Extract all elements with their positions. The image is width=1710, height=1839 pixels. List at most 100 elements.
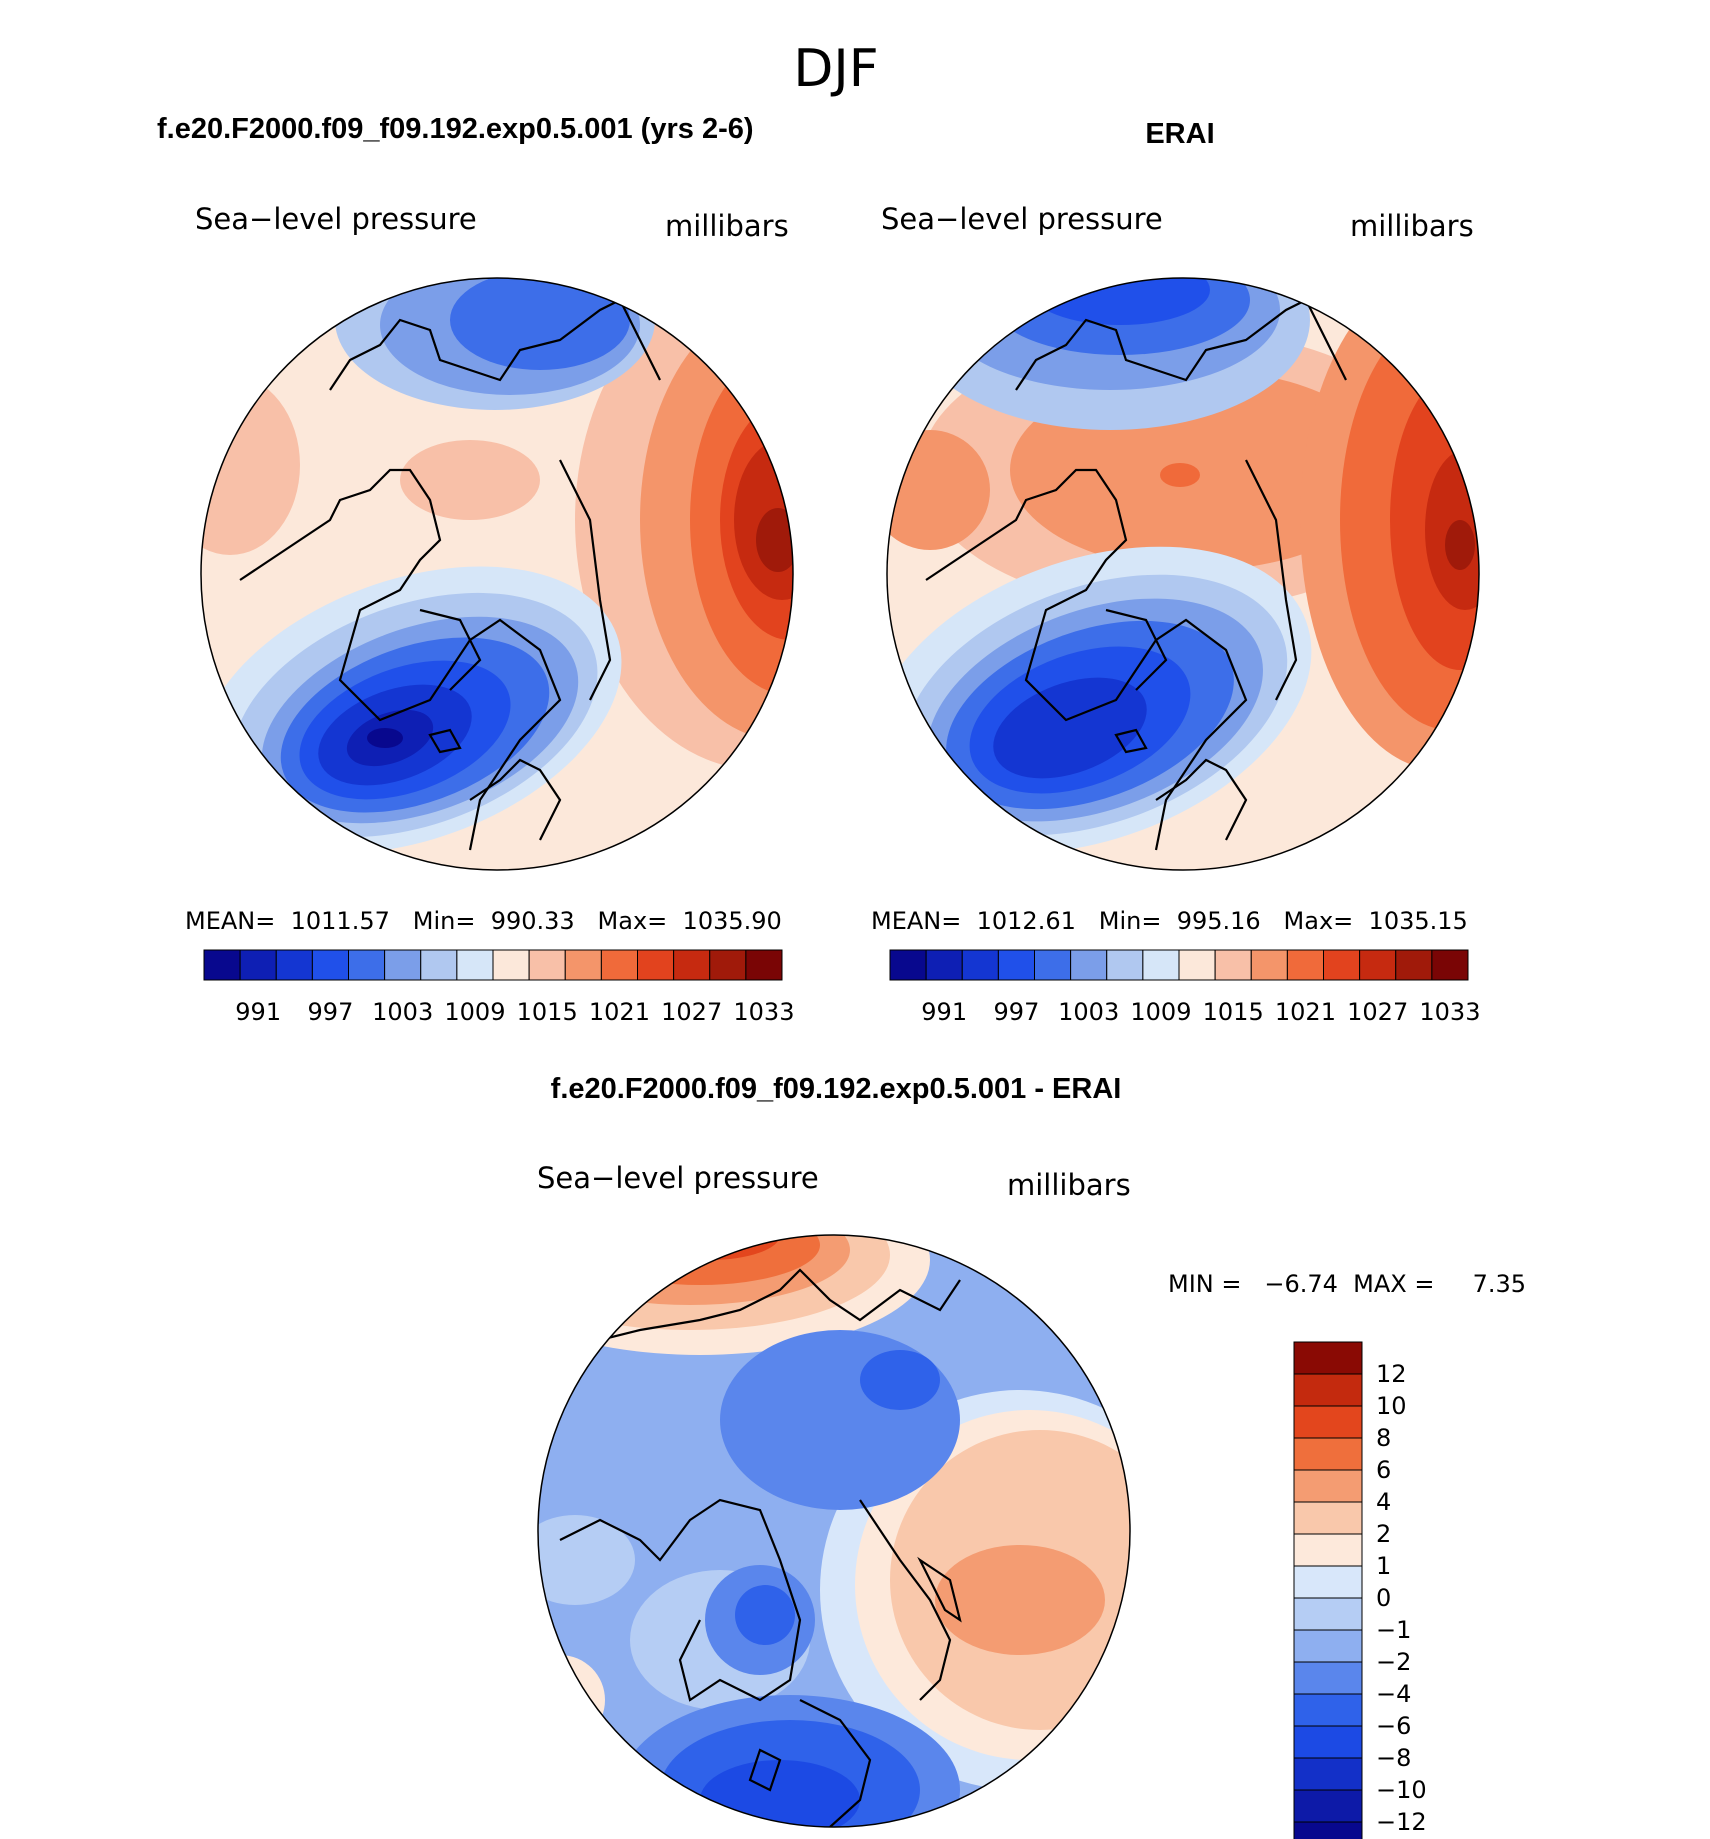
- panel-diff-heading: f.e20.F2000.f09_f09.192.exp0.5.001 - ERA…: [551, 1073, 1122, 1105]
- colorbar-tick-label: 1027: [661, 998, 722, 1026]
- colorbar-swatch: [456, 949, 494, 981]
- colorbar-tick-label: 991: [921, 998, 967, 1026]
- colorbar-tick-label: 10: [1376, 1392, 1407, 1420]
- colorbar-swatch: [925, 949, 963, 981]
- colorbar-swatch: [1323, 949, 1361, 981]
- colorbar-swatch: [1178, 949, 1216, 981]
- panel-model-units: millibars: [665, 209, 789, 243]
- colorbar-swatch: [348, 949, 386, 981]
- colorbar-swatch: [1293, 1661, 1363, 1695]
- colorbar-swatch: [889, 949, 927, 981]
- panel-obs-colorbar: 991 997 1003 1009 1015 1021 1027 1033: [889, 949, 1480, 1026]
- panel-diff: f.e20.F2000.f09_f09.192.exp0.5.001 - ERA…: [537, 1073, 1526, 1839]
- colorbar-swatch: [275, 949, 313, 981]
- colorbar-swatch: [1293, 1533, 1363, 1567]
- colorbar-swatch: [492, 949, 530, 981]
- colorbar-swatch: [1293, 1501, 1363, 1535]
- colorbar-swatch: [384, 949, 422, 981]
- colorbar-swatch: [1214, 949, 1252, 981]
- colorbar-tick-label: 4: [1376, 1488, 1391, 1516]
- colorbar-swatch: [637, 949, 675, 981]
- colorbar-swatch: [1293, 1565, 1363, 1599]
- colorbar-tick-label: 1021: [1275, 998, 1336, 1026]
- panel-obs-map: [887, 278, 1479, 870]
- colorbar-swatch: [528, 949, 566, 981]
- panel-diff-map: [538, 1235, 1130, 1827]
- panel-model-stats: MEAN= 1011.57 Min= 990.33 Max= 1035.90: [185, 907, 782, 935]
- colorbar-swatch: [1293, 1469, 1363, 1503]
- panel-model-colorbar: 991 997 1003 1009 1015 1021 1027 1033: [203, 949, 794, 1026]
- colorbar-swatch: [311, 949, 349, 981]
- colorbar-swatch: [1395, 949, 1433, 981]
- colorbar-swatch: [1359, 949, 1397, 981]
- colorbar-swatch: [961, 949, 999, 981]
- colorbar-swatch: [203, 949, 241, 981]
- colorbar-swatch: [1293, 1597, 1363, 1631]
- panel-obs-field-label: Sea−level pressure: [881, 202, 1163, 236]
- panel-model-field-label: Sea−level pressure: [195, 202, 477, 236]
- colorbar-swatch: [1070, 949, 1108, 981]
- colorbar-swatch: [1293, 1405, 1363, 1439]
- colorbar-tick-label: 0: [1376, 1584, 1391, 1612]
- colorbar-swatch: [1142, 949, 1180, 981]
- colorbar-tick-label: 1: [1376, 1552, 1391, 1580]
- colorbar-swatch: [997, 949, 1035, 981]
- colorbar-swatch: [673, 949, 711, 981]
- colorbar-tick-label: 6: [1376, 1456, 1391, 1484]
- colorbar-swatch: [420, 949, 458, 981]
- colorbar-swatch: [1293, 1821, 1363, 1839]
- colorbar-tick-label: 8: [1376, 1424, 1391, 1452]
- colorbar-swatch: [1293, 1789, 1363, 1823]
- colorbar-tick-label: 997: [308, 998, 354, 1026]
- colorbar-swatch: [1293, 1373, 1363, 1407]
- colorbar-tick-label: 997: [994, 998, 1040, 1026]
- colorbar-swatch: [1293, 1437, 1363, 1471]
- colorbar-tick-label: −4: [1376, 1680, 1411, 1708]
- panel-obs: ERAI Sea−level pressure millibars: [871, 118, 1480, 1026]
- colorbar-tick-label: 1033: [1419, 998, 1480, 1026]
- colorbar-swatch: [709, 949, 747, 981]
- colorbar-swatch: [1034, 949, 1072, 981]
- panel-diff-minmax: MIN = −6.74 MAX = 7.35: [1168, 1270, 1526, 1298]
- colorbar-swatch: [1293, 1725, 1363, 1759]
- colorbar-tick-label: 1015: [1203, 998, 1264, 1026]
- panel-model-heading: f.e20.F2000.f09_f09.192.exp0.5.001 (yrs …: [157, 113, 754, 145]
- colorbar-swatch: [745, 949, 783, 981]
- colorbar-swatch: [1286, 949, 1324, 981]
- panel-obs-heading: ERAI: [1145, 118, 1214, 150]
- colorbar-tick-label: −6: [1376, 1712, 1411, 1740]
- panel-model: f.e20.F2000.f09_f09.192.exp0.5.001 (yrs …: [157, 113, 794, 1026]
- colorbar-tick-label: −8: [1376, 1744, 1411, 1772]
- colorbar-tick-label: 2: [1376, 1520, 1391, 1548]
- colorbar-tick-label: 1003: [1058, 998, 1119, 1026]
- colorbar-swatch: [1293, 1757, 1363, 1791]
- colorbar-tick-label: 1033: [733, 998, 794, 1026]
- colorbar-tick-label: 1003: [372, 998, 433, 1026]
- panel-diff-field-label: Sea−level pressure: [537, 1161, 819, 1195]
- colorbar-tick-label: 1027: [1347, 998, 1408, 1026]
- colorbar-tick-label: −12: [1376, 1808, 1427, 1836]
- colorbar-tick-label: 1009: [1130, 998, 1191, 1026]
- colorbar-swatch: [1250, 949, 1288, 981]
- colorbar-swatch: [564, 949, 602, 981]
- colorbar-swatch: [239, 949, 277, 981]
- colorbar-swatch: [600, 949, 638, 981]
- panel-diff-units: millibars: [1007, 1168, 1131, 1202]
- colorbar-swatch: [1431, 949, 1469, 981]
- colorbar-swatch: [1293, 1693, 1363, 1727]
- colorbar-tick-label: −2: [1376, 1648, 1411, 1676]
- panel-obs-units: millibars: [1350, 209, 1474, 243]
- colorbar-swatch: [1293, 1341, 1363, 1375]
- colorbar-tick-label: 991: [235, 998, 281, 1026]
- colorbar-tick-label: 1009: [444, 998, 505, 1026]
- colorbar-swatch: [1293, 1629, 1363, 1663]
- colorbar-tick-label: 1021: [589, 998, 650, 1026]
- panel-model-map: [201, 278, 793, 870]
- colorbar-tick-label: −1: [1376, 1616, 1411, 1644]
- colorbar-swatch: [1106, 949, 1144, 981]
- colorbar-tick-label: 12: [1376, 1360, 1407, 1388]
- colorbar-tick-label: −10: [1376, 1776, 1427, 1804]
- panel-obs-stats: MEAN= 1012.61 Min= 995.16 Max= 1035.15: [871, 907, 1468, 935]
